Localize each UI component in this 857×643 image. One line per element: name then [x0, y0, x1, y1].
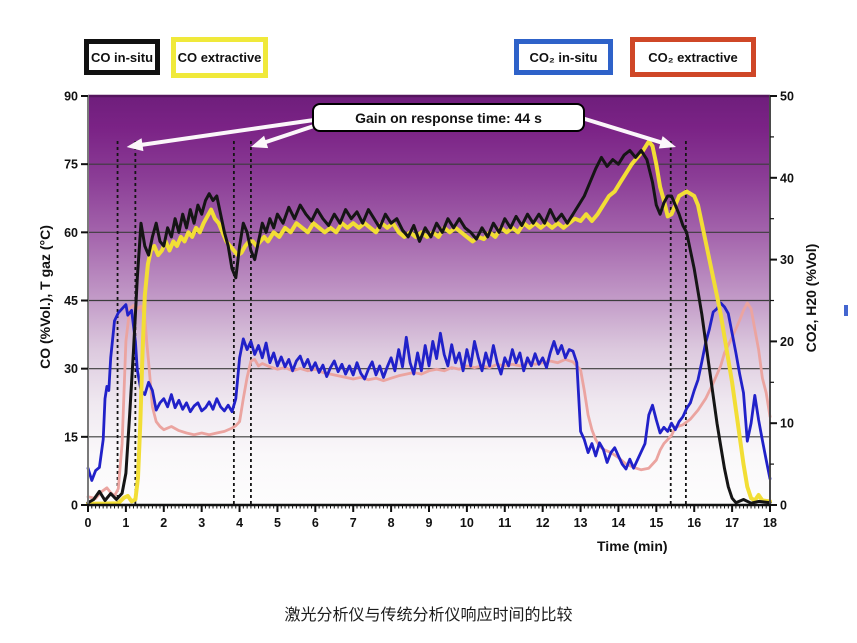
tick-label: 2 [160, 516, 167, 530]
dashed-marker-lines [116, 141, 687, 504]
y-axis-title-left: CO (%Vol.), T gaz (°C) [37, 225, 53, 369]
legend-co-extractive: CO extractive [171, 37, 268, 78]
arrowhead [126, 138, 144, 152]
series-lines [86, 139, 772, 506]
tick-label: 45 [64, 294, 78, 308]
annotation-text: Gain on response time: 44 s [355, 109, 542, 126]
legend-co-extractive-label: CO extractive [177, 50, 262, 65]
tick-label: 75 [64, 158, 78, 172]
tick-label: 30 [780, 253, 794, 267]
tick-label: 11 [498, 516, 511, 530]
stray-mark [844, 305, 848, 316]
tick-label: 50 [780, 90, 794, 104]
tick-label: 14 [611, 516, 625, 530]
series-co2-in-situ [86, 301, 772, 482]
tick-label: 0 [71, 499, 78, 513]
tick-label: 7 [350, 516, 357, 530]
axis-ticks [81, 95, 777, 512]
legend-co2-extractive-label: CO₂ extractive [648, 49, 738, 65]
tick-label: 4 [236, 516, 243, 530]
arrowhead [250, 135, 269, 149]
series-co-in-situ [86, 149, 772, 505]
tick-label: 20 [780, 335, 794, 349]
tick-label: 0 [780, 499, 787, 513]
tick-label: 5 [274, 516, 281, 530]
tick-label: 13 [574, 516, 588, 530]
legend-co2-extractive: CO₂ extractive [630, 37, 756, 77]
tick-label: 60 [64, 226, 78, 240]
caption: 激光分析仪与传统分析仪响应时间的比较 [284, 607, 573, 624]
tick-label: 10 [780, 417, 794, 431]
tick-label: 16 [687, 516, 701, 530]
y-axis-title-right: CO2, H20 (%Vol) [803, 243, 819, 353]
tick-label: 17 [725, 516, 739, 530]
tick-label: 18 [763, 516, 777, 530]
tick-label: 12 [536, 516, 550, 530]
legend-co-insitu: CO in-situ [84, 39, 160, 75]
tick-label: 6 [312, 516, 319, 530]
annotation-box: Gain on response time: 44 s [312, 103, 585, 132]
x-axis-title: Time (min) [597, 538, 668, 554]
annotation-arrows [126, 117, 677, 152]
tick-label: 3 [198, 516, 205, 530]
arrowhead [658, 136, 677, 149]
tick-label: 30 [64, 362, 78, 376]
tick-label: 8 [388, 516, 395, 530]
tick-label: 15 [649, 516, 663, 530]
tick-label: 40 [780, 171, 794, 185]
legend-co2-insitu-label: CO₂ in-situ [529, 49, 598, 65]
series-co-extractive [86, 139, 772, 506]
tick-label: 1 [122, 516, 129, 530]
tick-label: 15 [64, 430, 78, 444]
legend-co-insitu-label: CO in-situ [90, 49, 154, 65]
tick-label: 10 [460, 516, 474, 530]
tick-label: 0 [85, 516, 92, 530]
tick-label: 90 [64, 90, 78, 104]
tick-label: 9 [426, 516, 433, 530]
legend-co2-insitu: CO₂ in-situ [514, 39, 613, 75]
